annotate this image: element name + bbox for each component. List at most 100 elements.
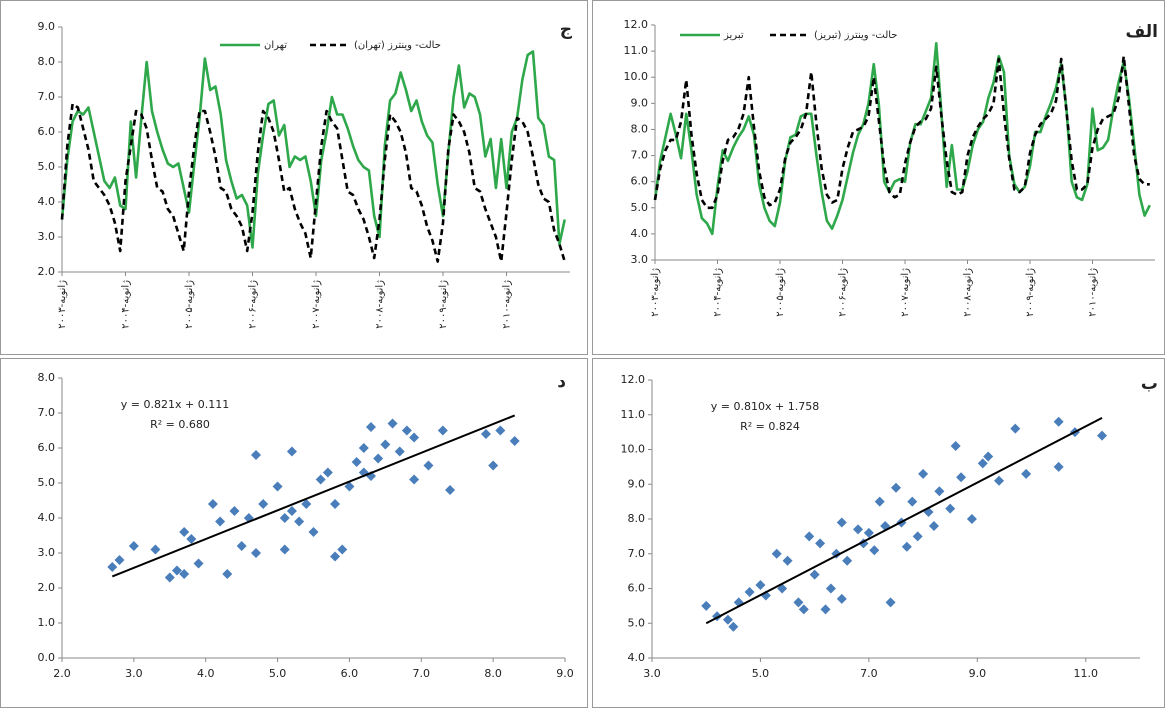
- y-tick-label: 2.0: [38, 265, 56, 278]
- scatter-point: [928, 520, 939, 531]
- y-tick-label: 12.0: [621, 373, 646, 386]
- scatter-point: [401, 425, 412, 436]
- y-tick-label: 5.0: [631, 201, 649, 214]
- scatter-point: [815, 538, 826, 549]
- scatter-point: [150, 544, 161, 555]
- y-tick-label: 7.0: [628, 547, 646, 560]
- y-tick-label: 2.0: [38, 581, 56, 594]
- scatter-point: [842, 555, 853, 566]
- y-tick-label: 7.0: [631, 149, 649, 162]
- scatter-point: [728, 621, 739, 632]
- x-tick-label: 7.0: [860, 667, 878, 680]
- scatter-point: [509, 436, 520, 446]
- x-tick-label: ژانویه-۲۰۰۶: [248, 280, 259, 329]
- scatter-point: [853, 524, 864, 535]
- scatter-point: [966, 514, 977, 524]
- scatter-point: [337, 544, 348, 555]
- scatter-point: [901, 541, 912, 552]
- scatter-point: [179, 527, 190, 537]
- y-tick-label: 8.0: [631, 122, 649, 135]
- x-tick-label: ژانویه-۲۰۰۵: [184, 280, 195, 329]
- y-tick-label: 1.0: [38, 616, 56, 629]
- x-tick-label: ژانویه-۲۰۱۰: [502, 280, 513, 329]
- y-tick-label: 6.0: [38, 441, 56, 454]
- scatter-point: [950, 441, 961, 452]
- scatter-point: [394, 446, 405, 457]
- scatter-point: [798, 604, 809, 615]
- scatter-point: [365, 422, 376, 432]
- scatter-point: [272, 481, 283, 492]
- series-line: [60, 102, 566, 263]
- scatter-point: [863, 527, 874, 538]
- scatter-point: [330, 499, 341, 509]
- scatter-point: [782, 555, 793, 566]
- scatter-point: [301, 499, 312, 509]
- y-tick-label: 11.0: [621, 408, 646, 421]
- trend-line: [705, 416, 1103, 625]
- y-tick-label: 11.0: [624, 44, 649, 57]
- x-tick-label: ژانویه-۲۰۰۸: [375, 280, 386, 329]
- scatter-point: [229, 506, 240, 516]
- y-tick-label: 12.0: [624, 18, 649, 31]
- y-tick-label: 6.0: [38, 125, 56, 138]
- legend-label: تهران: [264, 40, 287, 51]
- x-tick-label: 8.0: [484, 667, 502, 680]
- x-tick-label: ژانویه-۲۰۰۷: [900, 268, 911, 317]
- series-line: [653, 55, 1150, 210]
- scatter-point: [809, 569, 820, 580]
- x-tick-label: ژانویه-۲۰۰۹: [1025, 268, 1036, 317]
- x-tick-label: ژانویه-۲۰۰۳: [650, 268, 661, 317]
- x-tick-label: ژانویه-۲۰۰۴: [121, 280, 132, 329]
- x-tick-label: 6.0: [341, 667, 359, 680]
- scatter-point: [409, 432, 420, 443]
- y-tick-label: 6.0: [628, 582, 646, 595]
- scatter-point: [258, 499, 269, 509]
- scatter-point: [825, 583, 836, 594]
- scatter-point: [308, 527, 319, 537]
- scatter-point: [322, 467, 333, 478]
- r-squared: R² = 0.680: [150, 418, 210, 431]
- scatter-point: [279, 544, 290, 555]
- scatter-point: [1010, 423, 1021, 434]
- scatter-point: [193, 558, 204, 569]
- scatter-point: [1053, 461, 1064, 472]
- scatter-point: [912, 531, 923, 542]
- scatter-point: [891, 482, 901, 493]
- y-tick-label: 5.0: [628, 616, 646, 629]
- scatter-point: [251, 450, 262, 460]
- scatter-point: [358, 443, 369, 453]
- scatter-point: [907, 496, 918, 507]
- scatter-point: [409, 474, 420, 485]
- scatter-point: [994, 475, 1005, 486]
- x-tick-label: 2.0: [53, 667, 71, 680]
- trend-line: [111, 414, 516, 578]
- x-tick-label: ژانویه-۲۰۰۴: [713, 268, 724, 317]
- scatter-point: [179, 569, 190, 579]
- scatter-point: [793, 597, 804, 608]
- scatter-point: [918, 468, 929, 479]
- scatter-point: [222, 569, 233, 579]
- scatter-point: [330, 551, 341, 562]
- x-tick-label: 4.0: [197, 667, 215, 680]
- trend-equation: y = 0.821x + 0.111: [121, 398, 229, 411]
- panel-label: ب: [1141, 374, 1158, 394]
- scatter-point: [236, 541, 247, 551]
- panel-label: ج: [560, 20, 573, 40]
- scatter-point: [1021, 468, 1032, 479]
- y-tick-label: 8.0: [38, 371, 56, 384]
- scatter-point: [874, 496, 885, 507]
- scatter-point: [171, 565, 182, 576]
- y-tick-label: 4.0: [628, 651, 646, 664]
- scatter-point: [294, 516, 305, 527]
- scatter-point: [344, 481, 355, 492]
- scatter-point: [315, 474, 326, 485]
- x-tick-label: 11.0: [1074, 667, 1099, 680]
- y-tick-label: 9.0: [38, 20, 56, 33]
- x-tick-label: ژانویه-۲۰۰۷: [311, 280, 322, 329]
- legend-label: حالت- وینترز (تهران): [354, 40, 441, 51]
- x-tick-label: ژانویه-۲۰۱۰: [1088, 268, 1099, 317]
- x-tick-label: ژانویه-۲۰۰۸: [963, 268, 974, 317]
- scatter-point: [351, 457, 362, 467]
- scatter-point: [114, 555, 125, 565]
- scatter-point: [836, 593, 847, 604]
